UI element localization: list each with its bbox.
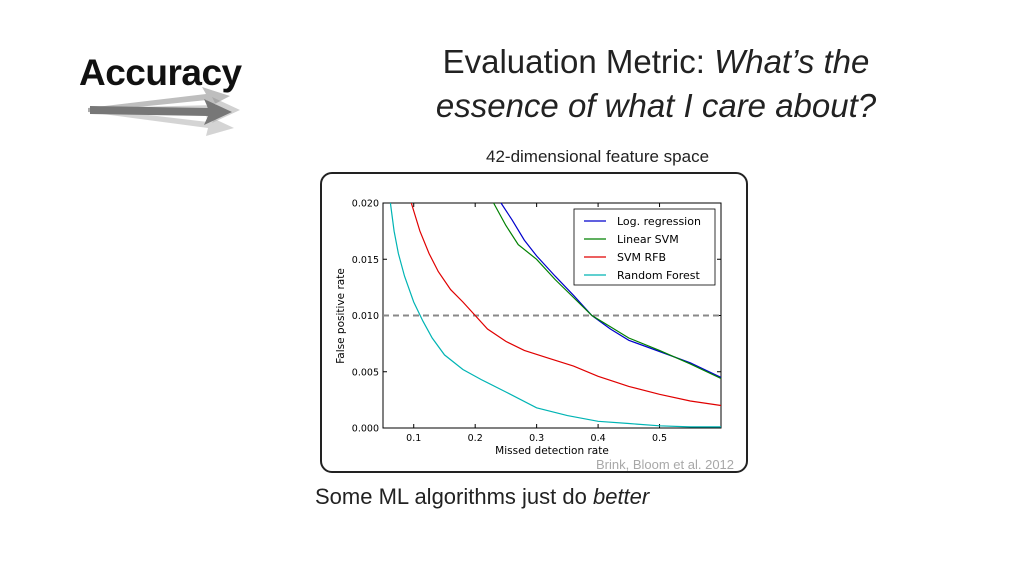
x-tick-label: 0.4 [591,433,606,444]
chart-legend: Log. regression Linear SVM SVM RFB Random F… [573,208,716,286]
heading-prefix: Evaluation Metric: [442,43,715,80]
section-title: Accuracy [79,52,242,93]
arrow-icon [88,87,240,136]
x-tick-label: 0.2 [468,433,483,444]
chart-subtitle: 42-dimensional feature space [486,147,710,166]
roc-chart: 0.1 0.2 0.3 0.4 0.5 0.000 0.005 0.010 0.015 0.020… [335,199,722,457]
series-line-0 [500,202,722,378]
legend-label: SVM RFB [617,251,666,264]
heading-question-line-2: essence of what I care about? [435,87,877,124]
slide-caption: Some ML algorithms just do better [315,484,649,510]
legend-box [573,208,716,286]
x-tick-label: 0.5 [652,433,667,444]
y-axis-label: False positive rate [335,268,347,364]
y-tick-label: 0.015 [352,255,379,266]
series-line-3 [389,202,721,428]
legend-label: Log. regression [617,215,701,228]
x-tick-label: 0.3 [529,433,544,444]
y-tick-label: 0.005 [352,367,379,378]
x-tick-label: 0.1 [406,433,421,444]
x-axis-label: Missed detection rate [495,445,609,457]
legend-label: Linear SVM [617,233,679,246]
series-line-2 [410,202,722,407]
citation: Brink, Bloom et al. 2012 [596,457,735,472]
chart-frame [320,172,748,473]
caption-emphasis: better [592,484,650,509]
heading-question-line-1: What’s the [714,43,870,80]
y-tick-label: 0.020 [352,199,379,210]
caption-prefix: Some ML algorithms just do [315,484,593,509]
slide-heading: Evaluation Metric: What’s the essence of… [376,40,936,128]
legend-label: Random Forest [617,269,700,282]
y-tick-label: 0.010 [352,311,379,322]
y-tick-label: 0.000 [352,424,379,435]
series-line-1 [493,202,722,380]
